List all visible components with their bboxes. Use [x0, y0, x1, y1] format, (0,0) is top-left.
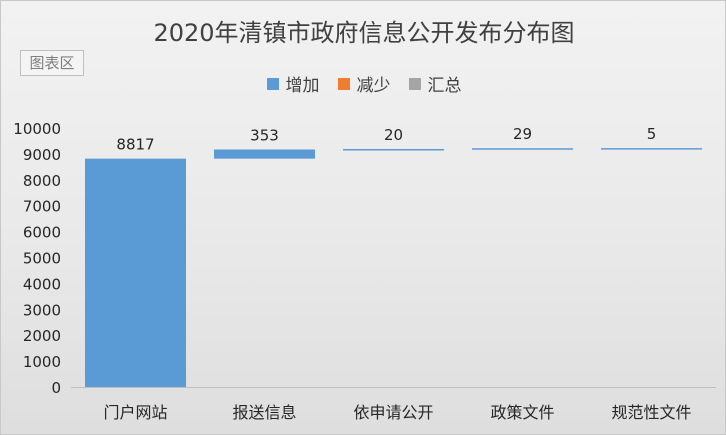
- y-tick-label: 3000: [23, 301, 61, 319]
- y-tick-label: 7000: [23, 198, 61, 216]
- y-tick-label: 8000: [23, 172, 61, 190]
- waterfall-bar: [601, 148, 702, 150]
- chart-area-label: 图表区: [20, 50, 84, 76]
- x-tick-label: 报送信息: [232, 403, 296, 422]
- waterfall-bar: [472, 148, 573, 150]
- data-label: 8817: [116, 136, 154, 154]
- legend-swatch-increase: [266, 77, 279, 90]
- y-tick-label: 9000: [23, 146, 61, 164]
- legend-item-increase: 增加: [266, 71, 320, 96]
- legend-item-decrease: 减少: [337, 71, 391, 96]
- data-label: 353: [250, 126, 279, 144]
- legend-label-decrease: 减少: [356, 76, 391, 96]
- waterfall-bar: [85, 158, 186, 387]
- x-tick-label: 规范性文件: [611, 403, 691, 422]
- legend-label-increase: 增加: [285, 76, 320, 96]
- y-tick-label: 2000: [23, 327, 61, 345]
- legend-swatch-decrease: [337, 77, 350, 90]
- y-tick-label: 5000: [23, 250, 61, 268]
- y-tick-label: 10000: [13, 120, 61, 138]
- legend-swatch-total: [408, 77, 421, 90]
- y-tick-label: 1000: [23, 353, 61, 371]
- x-tick-label: 门户网站: [103, 403, 167, 422]
- legend-label-total: 汇总: [427, 76, 462, 96]
- chart-title: 2020年清镇市政府信息公开发布分布图: [153, 19, 575, 47]
- data-label: 29: [513, 125, 532, 143]
- x-tick-label: 依申请公开: [353, 403, 433, 422]
- waterfall-bar: [214, 149, 315, 159]
- y-tick-label: 4000: [23, 275, 61, 293]
- legend-item-total: 汇总: [408, 71, 462, 96]
- legend: 增加 减少 汇总: [1, 71, 726, 96]
- data-label: 20: [384, 126, 403, 144]
- y-tick-label: 0: [51, 379, 61, 397]
- waterfall-bar: [343, 148, 444, 151]
- x-tick-label: 政策文件: [490, 403, 554, 422]
- data-label: 5: [647, 125, 657, 143]
- y-tick-label: 6000: [23, 224, 61, 242]
